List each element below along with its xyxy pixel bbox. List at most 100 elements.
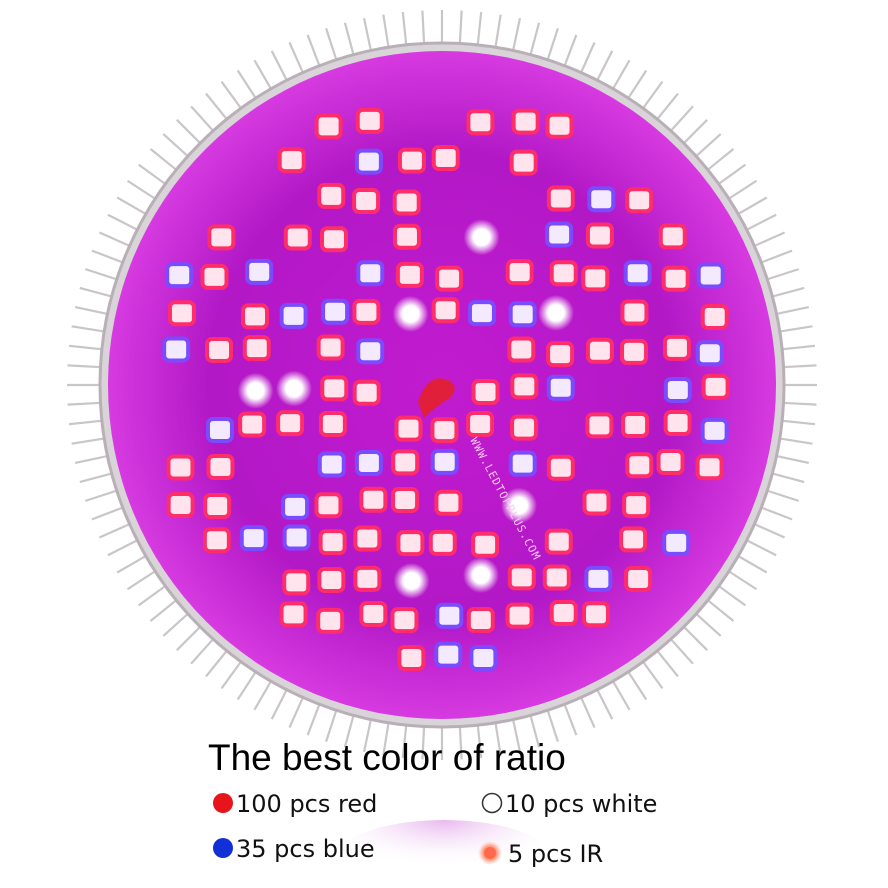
red-led	[352, 379, 381, 406]
red-led	[471, 378, 500, 405]
red-led	[166, 492, 195, 519]
red-led	[510, 414, 539, 441]
blue-led	[508, 301, 537, 328]
red-led	[619, 526, 648, 553]
blue-led	[469, 645, 498, 672]
red-led	[546, 341, 575, 368]
red-led	[392, 189, 421, 216]
red-led	[435, 265, 464, 292]
white-led	[393, 562, 430, 599]
red-led	[314, 113, 343, 140]
red-led	[320, 375, 349, 402]
white-led	[392, 295, 429, 332]
blue-led	[356, 260, 385, 287]
red-led	[359, 486, 388, 513]
blue-led	[282, 524, 311, 551]
red-led	[585, 337, 614, 364]
center-wire	[418, 378, 455, 418]
red-led	[549, 600, 578, 627]
red-led	[392, 223, 421, 250]
red-led	[242, 335, 271, 362]
red-led	[466, 411, 495, 438]
red-led	[391, 449, 420, 476]
blue-led	[584, 565, 613, 592]
red-led	[622, 492, 651, 519]
red-led	[434, 489, 463, 516]
blue-led	[165, 262, 194, 289]
title: The best color of ratio	[208, 737, 566, 778]
red-led	[621, 411, 650, 438]
red-led	[507, 564, 536, 591]
red-led	[397, 147, 426, 174]
red-led	[316, 607, 345, 634]
red-led	[397, 644, 426, 671]
red-led	[207, 224, 236, 251]
red-led	[544, 528, 573, 555]
blue-led	[467, 300, 496, 327]
red-led	[511, 108, 540, 135]
white-led	[462, 557, 499, 594]
red-led	[625, 187, 654, 214]
blue-led	[281, 493, 310, 520]
red-led	[277, 147, 306, 174]
blue-led	[321, 298, 350, 325]
red-led	[391, 486, 420, 513]
white-led	[501, 487, 538, 524]
red-led	[318, 529, 347, 556]
red-led	[582, 489, 611, 516]
legend-dot	[481, 792, 503, 814]
blue-led	[317, 451, 346, 478]
red-led	[200, 263, 229, 290]
red-led	[167, 300, 196, 327]
blue-led	[279, 302, 308, 329]
red-led	[466, 109, 495, 136]
red-led	[507, 336, 536, 363]
red-led	[431, 297, 460, 324]
red-led	[428, 529, 457, 556]
legend-label: 100 pcs red	[236, 790, 377, 818]
blue-led	[354, 148, 383, 175]
legend-label: 35 pcs blue	[236, 835, 375, 863]
blue-led	[696, 262, 725, 289]
red-led	[510, 373, 539, 400]
red-led	[353, 565, 382, 592]
red-led	[166, 454, 195, 481]
red-led	[283, 224, 312, 251]
red-led	[276, 410, 305, 437]
red-led	[661, 265, 690, 292]
red-led	[620, 299, 649, 326]
blue-led	[435, 602, 464, 629]
red-led	[279, 601, 308, 628]
blue-led	[430, 448, 459, 475]
red-led	[241, 303, 270, 330]
blue-led	[546, 374, 575, 401]
legend-dot	[213, 793, 233, 813]
red-led	[700, 303, 729, 330]
red-led	[585, 412, 614, 439]
red-led	[394, 415, 423, 442]
red-led	[505, 259, 534, 286]
red-led	[353, 525, 382, 552]
blue-led	[356, 338, 385, 365]
red-led	[624, 565, 653, 592]
blue-led	[662, 529, 691, 556]
red-led	[316, 334, 345, 361]
red-led	[545, 112, 574, 139]
red-led	[546, 185, 575, 212]
red-led	[549, 260, 578, 287]
red-led	[390, 607, 419, 634]
red-led	[238, 411, 267, 438]
blue-led	[508, 450, 537, 477]
blue-led	[587, 186, 616, 213]
blue-led	[434, 641, 463, 668]
legend-dot	[213, 838, 233, 858]
red-led	[695, 454, 724, 481]
red-led	[471, 531, 500, 558]
red-led	[658, 223, 687, 250]
red-led	[431, 145, 460, 172]
red-led	[202, 527, 231, 554]
red-led	[314, 492, 343, 519]
red-led	[701, 373, 730, 400]
